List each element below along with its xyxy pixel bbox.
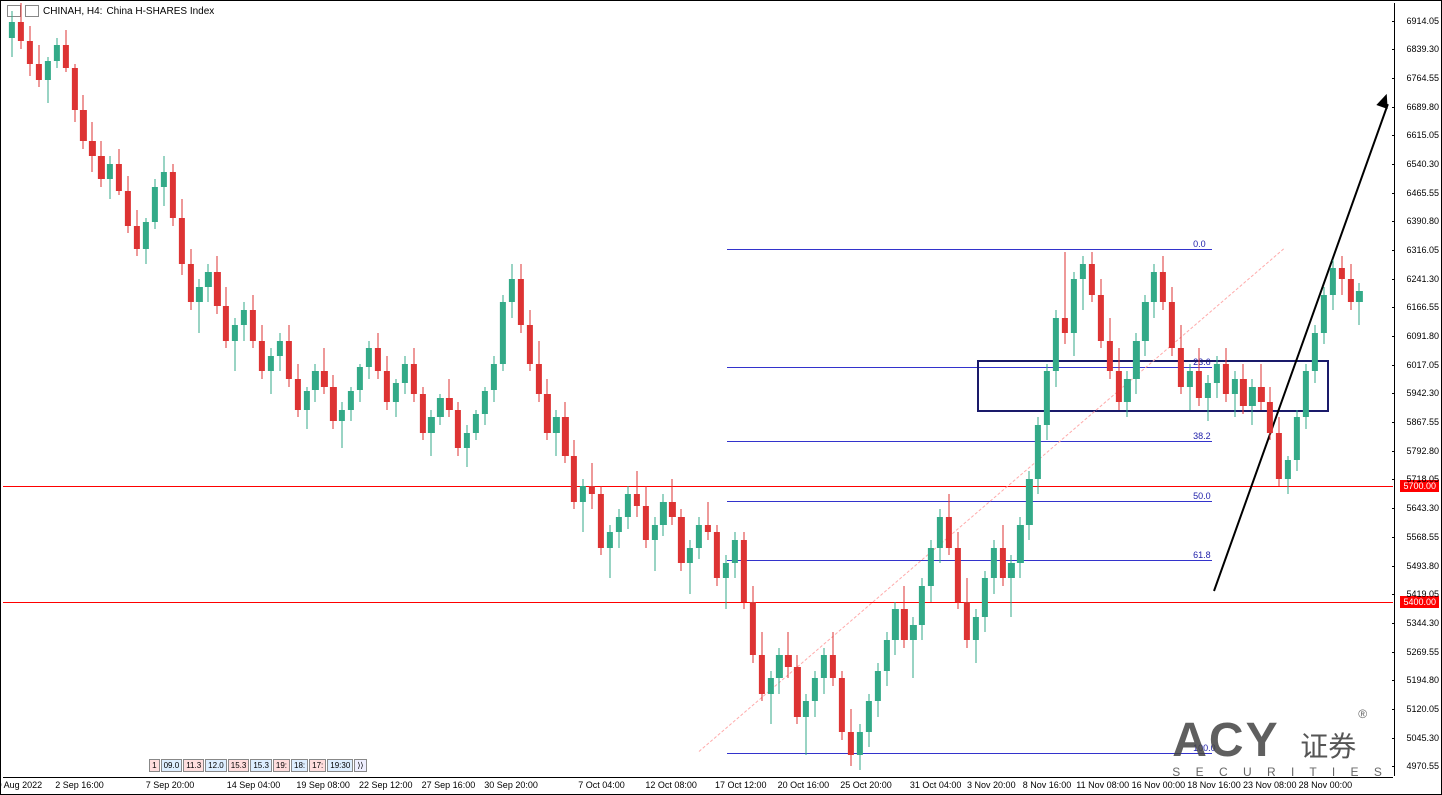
x-axis-label: 7 Sep 20:00: [146, 780, 195, 790]
support-resistance-line[interactable]: [3, 602, 1393, 603]
fibonacci-level-label: 0.0: [1193, 239, 1206, 249]
time-badge: 11.3: [183, 759, 204, 772]
y-axis-label: 6764.55: [1406, 73, 1439, 83]
time-badge: 09.0: [161, 759, 183, 772]
fibonacci-level-label: 38.2: [1193, 431, 1211, 441]
x-axis-label: 17 Oct 12:00: [715, 780, 767, 790]
watermark-logo-cn: 证券: [1300, 725, 1356, 765]
y-axis-label: 5867.55: [1406, 417, 1439, 427]
y-axis-label: 6241.30: [1406, 274, 1439, 284]
x-axis-label: 27 Sep 16:00: [422, 780, 476, 790]
y-axis-label: 5194.80: [1406, 675, 1439, 685]
x-axis-label: 23 Nov 08:00: [1243, 780, 1297, 790]
y-axis-label: 5942.30: [1406, 388, 1439, 398]
plot-area[interactable]: 5700.005400.000.023.638.250.061.8100.0AC…: [3, 3, 1393, 776]
fibonacci-level-line[interactable]: [727, 753, 1212, 754]
x-axis-label: 14 Sep 04:00: [227, 780, 281, 790]
time-axis: 30 Aug 2022 2 Sep 16:00 7 Sep 20:00 14 Sep …: [3, 777, 1393, 794]
y-axis-label: 6316.05: [1406, 245, 1439, 255]
y-axis-label: 5568.55: [1406, 532, 1439, 542]
y-axis-label: 6017.05: [1406, 360, 1439, 370]
time-badge: 12.0: [205, 759, 227, 772]
badge-arrow-icon: ⟩⟩: [354, 759, 366, 772]
time-badge: 19:: [273, 759, 290, 772]
x-axis-label: 12 Oct 08:00: [645, 780, 697, 790]
time-badge: 15.3: [250, 759, 272, 772]
support-resistance-line[interactable]: [3, 486, 1393, 487]
projection-arrow-head: [1376, 92, 1392, 109]
y-axis-label: 6839.30: [1406, 44, 1439, 54]
time-badge: 19:30: [327, 759, 353, 772]
y-axis-label: 4970.55: [1406, 761, 1439, 771]
y-axis-label: 5045.30: [1406, 733, 1439, 743]
chart-container: CHINAH, H4: China H-SHARES Index 5700.00…: [0, 0, 1442, 795]
time-badge: 18:: [291, 759, 308, 772]
x-axis-label: 19 Sep 08:00: [296, 780, 350, 790]
x-axis-label: 16 Nov 00:00: [1132, 780, 1186, 790]
time-badge-row: 109.011.312.015.315.319:18:17:19:30⟩⟩: [149, 759, 366, 772]
y-axis-label: 6465.55: [1406, 188, 1439, 198]
fibonacci-level-label: 50.0: [1193, 491, 1211, 501]
y-axis-label: 6914.05: [1406, 16, 1439, 26]
x-axis-label: 8 Nov 16:00: [1023, 780, 1072, 790]
x-axis-label: 30 Sep 20:00: [484, 780, 538, 790]
fibonacci-level-line[interactable]: [727, 501, 1212, 502]
y-axis-label: 5120.05: [1406, 704, 1439, 714]
time-badge: 17:: [309, 759, 326, 772]
x-axis-label: 20 Oct 16:00: [778, 780, 830, 790]
x-axis-label: 18 Nov 16:00: [1187, 780, 1241, 790]
y-axis-label: 5718.05: [1406, 474, 1439, 484]
watermark-logo: ACY: [1172, 713, 1279, 768]
time-badge: 1: [149, 759, 159, 772]
x-axis-label: 25 Oct 20:00: [840, 780, 892, 790]
y-axis-label: 5419.05: [1406, 589, 1439, 599]
y-axis-label: 6166.55: [1406, 302, 1439, 312]
y-axis-label: 6615.05: [1406, 130, 1439, 140]
fibonacci-level-label: 61.8: [1193, 550, 1211, 560]
fibonacci-level-line[interactable]: [727, 249, 1212, 250]
projection-arrow-line[interactable]: [1213, 103, 1389, 591]
fibonacci-level-line[interactable]: [727, 560, 1212, 561]
y-axis-label: 5792.80: [1406, 446, 1439, 456]
fibonacci-level-line[interactable]: [727, 441, 1212, 442]
y-axis-label: 5493.80: [1406, 561, 1439, 571]
y-axis-label: 5269.55: [1406, 647, 1439, 657]
x-axis-label: 2 Sep 16:00: [55, 780, 104, 790]
y-axis-label: 5643.30: [1406, 503, 1439, 513]
x-axis-label: 31 Oct 04:00: [910, 780, 962, 790]
consolidation-zone-rectangle[interactable]: [977, 360, 1329, 412]
x-axis-label: 22 Sep 12:00: [359, 780, 413, 790]
y-axis-label: 6091.80: [1406, 331, 1439, 341]
y-axis-label: 5344.30: [1406, 618, 1439, 628]
time-badge: 15.3: [228, 759, 250, 772]
x-axis-label: 28 Nov 00:00: [1299, 780, 1353, 790]
x-axis-label: 7 Oct 04:00: [578, 780, 625, 790]
y-axis-label: 6540.30: [1406, 159, 1439, 169]
x-axis-label: 11 Nov 08:00: [1076, 780, 1129, 790]
registered-mark-icon: ®: [1358, 707, 1367, 721]
x-axis-label: 3 Nov 20:00: [967, 780, 1016, 790]
y-axis-label: 6689.80: [1406, 102, 1439, 112]
y-axis-label: 6390.80: [1406, 216, 1439, 226]
price-axis: 6914.05 6839.30 6764.55 6689.80 6615.05 6540.…: [1394, 3, 1441, 776]
x-axis-label: 30 Aug 2022: [0, 780, 42, 790]
